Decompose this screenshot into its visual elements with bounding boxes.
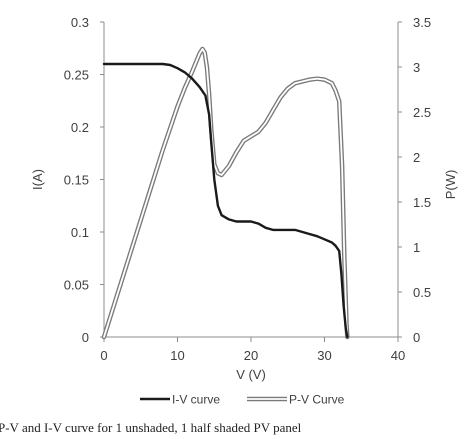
x-axis-label: V (V) xyxy=(236,367,266,382)
series-p-v-curveline-inner xyxy=(103,48,349,338)
series-p-v-curveline-outer xyxy=(101,46,350,340)
x-tick-label: 30 xyxy=(317,348,331,363)
y-left-tick-label: 0 xyxy=(82,330,89,345)
x-tick-label: 0 xyxy=(100,348,107,363)
y-right-tick-label: 3 xyxy=(413,60,420,75)
x-tick-label: 40 xyxy=(391,348,405,363)
y-left-tick-label: 0.15 xyxy=(64,173,89,188)
y-right-tick-label: 2.5 xyxy=(413,105,431,120)
y-axis-left-label: I(A) xyxy=(30,169,45,190)
y-right-tick-label: 1 xyxy=(413,240,420,255)
y-right-tick-label: 0.5 xyxy=(413,285,431,300)
y-axis-right-label: P(W) xyxy=(443,170,458,200)
series-i-v-curveline xyxy=(102,62,349,339)
y-left-tick-label: 0.1 xyxy=(71,225,89,240)
y-left-tick-label: 0.25 xyxy=(64,68,89,83)
y-right-tick-label: 0 xyxy=(413,330,420,345)
y-right-tick-label: 2 xyxy=(413,150,420,165)
y-right-tick-label: 1.5 xyxy=(413,195,431,210)
legend-label: P-V Curve xyxy=(289,393,345,407)
y-right-tick-label: 3.5 xyxy=(413,15,431,30)
y-left-tick-label: 0.2 xyxy=(71,120,89,135)
x-tick-label: 10 xyxy=(170,348,184,363)
x-tick-label: 20 xyxy=(244,348,258,363)
chart-svg: 0 10 20 30 40 0 0.05 0.1 0.15 0.2 0.25 0.3 0 0.5 1 1.5 2… xyxy=(30,15,458,407)
y-left-tick-label: 0.05 xyxy=(64,278,89,293)
chart-caption: P-V and I-V curve for 1 unshaded, 1 half… xyxy=(0,420,302,435)
y-left-tick-label: 0.3 xyxy=(71,15,89,30)
legend-label: I-V curve xyxy=(172,393,220,407)
